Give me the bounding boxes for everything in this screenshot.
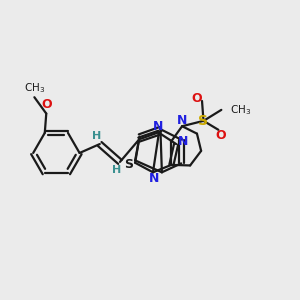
Text: O: O [215, 129, 226, 142]
Text: N: N [153, 120, 164, 133]
Text: N: N [178, 135, 188, 148]
Text: N: N [177, 114, 187, 127]
Text: S: S [199, 114, 208, 128]
Text: H: H [112, 165, 121, 175]
Text: CH$_3$: CH$_3$ [230, 103, 251, 117]
Text: O: O [41, 98, 52, 111]
Text: S: S [124, 158, 133, 171]
Text: CH$_3$: CH$_3$ [24, 81, 45, 95]
Text: N: N [148, 172, 159, 185]
Text: H: H [92, 131, 101, 141]
Text: O: O [191, 92, 202, 105]
